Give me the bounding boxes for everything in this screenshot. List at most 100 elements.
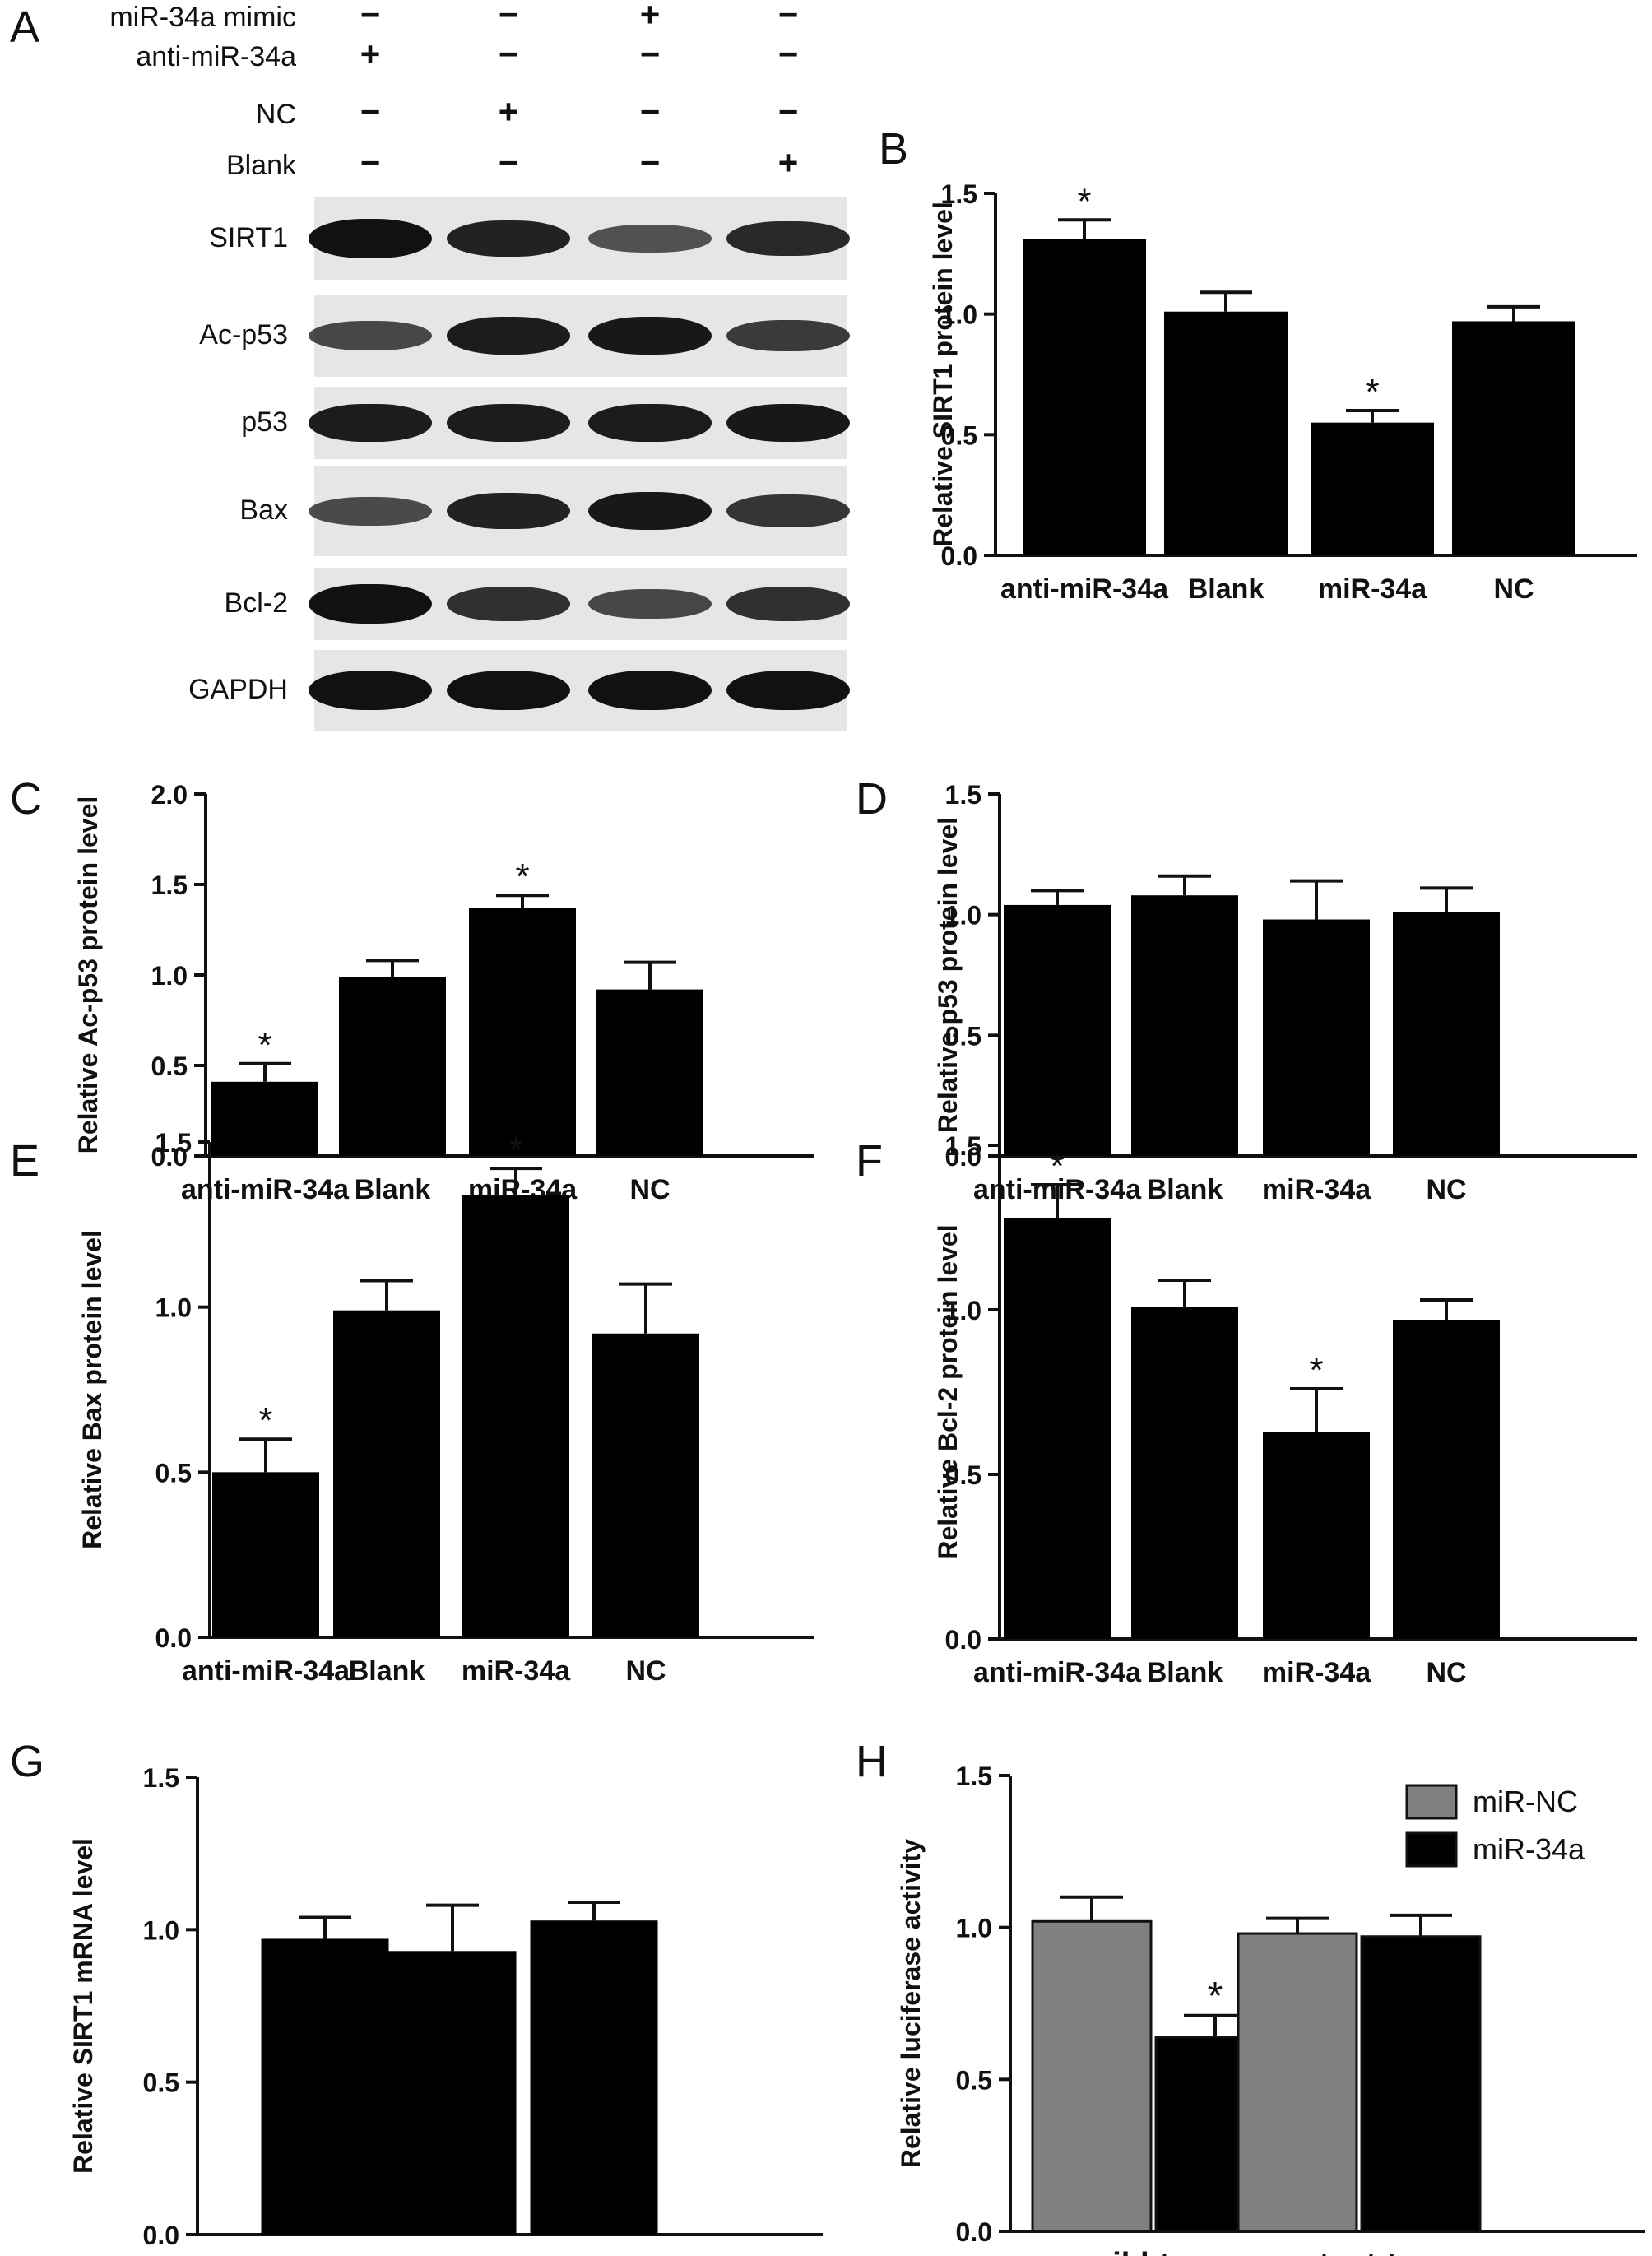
condition-sign: − [639,143,661,182]
x-tick-label: NC [1493,573,1534,605]
bar [1263,919,1370,1156]
y-tick-label: 1.5 [945,1131,981,1161]
condition-sign: − [777,92,799,131]
y-tick-label: 0.0 [143,2221,179,2250]
bar [1393,1320,1500,1639]
x-tick-label: anti-miR-34a [182,1655,350,1687]
significance-star: * [1077,181,1091,221]
condition-sign: − [360,0,381,34]
blot-band [309,496,432,526]
panel-letter-f: F [856,1136,883,1186]
y-axis-label: Relative Ac-p53 protein level [73,796,103,1154]
x-tick-label: mutant-type [1272,2247,1450,2256]
y-tick-label: 0.5 [956,2065,992,2095]
blot-band [588,316,712,355]
y-tick-label: 0.5 [143,2068,179,2098]
y-tick-label: 1.0 [155,1293,192,1323]
y-axis-label: Relative SIRT1 protein level [928,202,958,547]
bar [333,1310,440,1637]
blot-band [726,587,850,621]
bar [1311,422,1434,555]
x-tick-label: miR-34a [1262,1657,1371,1688]
condition-sign: + [777,143,799,182]
x-tick-label: NC [1426,1657,1466,1688]
condition-label: NC [255,99,296,130]
condition-label: miR-34a mimic [109,2,296,33]
condition-sign: + [360,35,381,73]
condition-sign: + [498,92,519,131]
panel-letter-a: A [10,2,40,52]
y-tick-label: 1.0 [945,901,981,931]
y-tick-label: 0.0 [941,541,977,571]
y-tick-label: 1.0 [945,1296,981,1325]
bar [592,1333,699,1637]
significance-star: * [1050,1146,1064,1186]
blot-band [447,492,570,530]
panel-letter-c: C [10,774,42,824]
significance-star: * [1365,372,1379,412]
significance-star: * [515,856,529,897]
x-tick-label: anti-miR-34a [1000,573,1169,605]
blot-band [726,220,850,257]
blot-band [309,320,432,351]
panel-letter-d: D [856,774,888,824]
panel-letter-b: B [879,124,909,174]
bar [462,1195,569,1637]
y-tick-label: 1.0 [143,1915,179,1945]
y-tick-label: 0.5 [151,1051,188,1081]
y-tick-label: 0.0 [945,1142,981,1172]
x-tick-label: anti-miR-34a [181,1174,350,1205]
y-tick-label: 0.0 [945,1625,981,1655]
blot-row-label: SIRT1 [209,222,288,253]
blot-row-label: p53 [241,406,288,438]
blot-band [726,403,850,443]
blot-band [447,317,570,355]
blot-row-label: Bax [239,494,288,526]
blot-band [309,584,432,624]
blot-band [309,671,432,710]
y-tick-label: 1.0 [956,1914,992,1943]
blot-band [447,587,570,621]
x-tick-label: Blank [349,1655,425,1687]
blot-band [447,220,570,258]
y-tick-label: 1.0 [151,961,188,991]
legend-swatch [1405,1831,1458,1868]
y-tick-label: 1.5 [151,870,188,900]
condition-sign: − [639,35,661,73]
blot-band [447,671,570,710]
y-tick-label: 1.5 [143,1763,179,1793]
bar [1023,239,1146,555]
y-tick-label: 0.0 [155,1623,192,1653]
condition-sign: − [639,92,661,131]
bar [1164,311,1288,555]
y-tick-label: 0.5 [945,1460,981,1490]
chart-panel-h: 0.0 0.5 1.0 1.5 Relative luciferase activity… [896,1762,1645,2256]
bar [211,1081,318,1156]
bar [596,989,703,1156]
panel-letter-g: G [10,1737,45,1786]
panel-letter-e: E [10,1136,40,1186]
condition-sign: − [498,0,519,34]
blot-band [588,225,712,253]
y-tick-label: 1.0 [941,300,977,330]
x-tick-label: miR-34a [1262,1174,1371,1205]
blot-band [726,494,850,528]
condition-label: Blank [225,150,296,181]
y-tick-label: 0.5 [155,1458,192,1488]
bar [530,1920,658,2235]
condition-sign: − [777,0,799,34]
blot-band [588,491,712,531]
y-tick-label: 0.5 [941,420,977,450]
y-tick-label: 1.5 [155,1128,192,1158]
y-tick-label: 1.5 [956,1762,992,1791]
x-tick-label: NC [432,2253,472,2256]
x-tick-label: Blank [1188,573,1265,605]
blot-band [309,404,432,442]
condition-sign: − [498,143,519,182]
condition-sign: − [360,92,381,131]
y-axis-label: Relative luciferase activity [896,1839,926,2168]
x-tick-label: Blank [1147,1174,1223,1205]
blot-row-label: GAPDH [188,674,288,705]
